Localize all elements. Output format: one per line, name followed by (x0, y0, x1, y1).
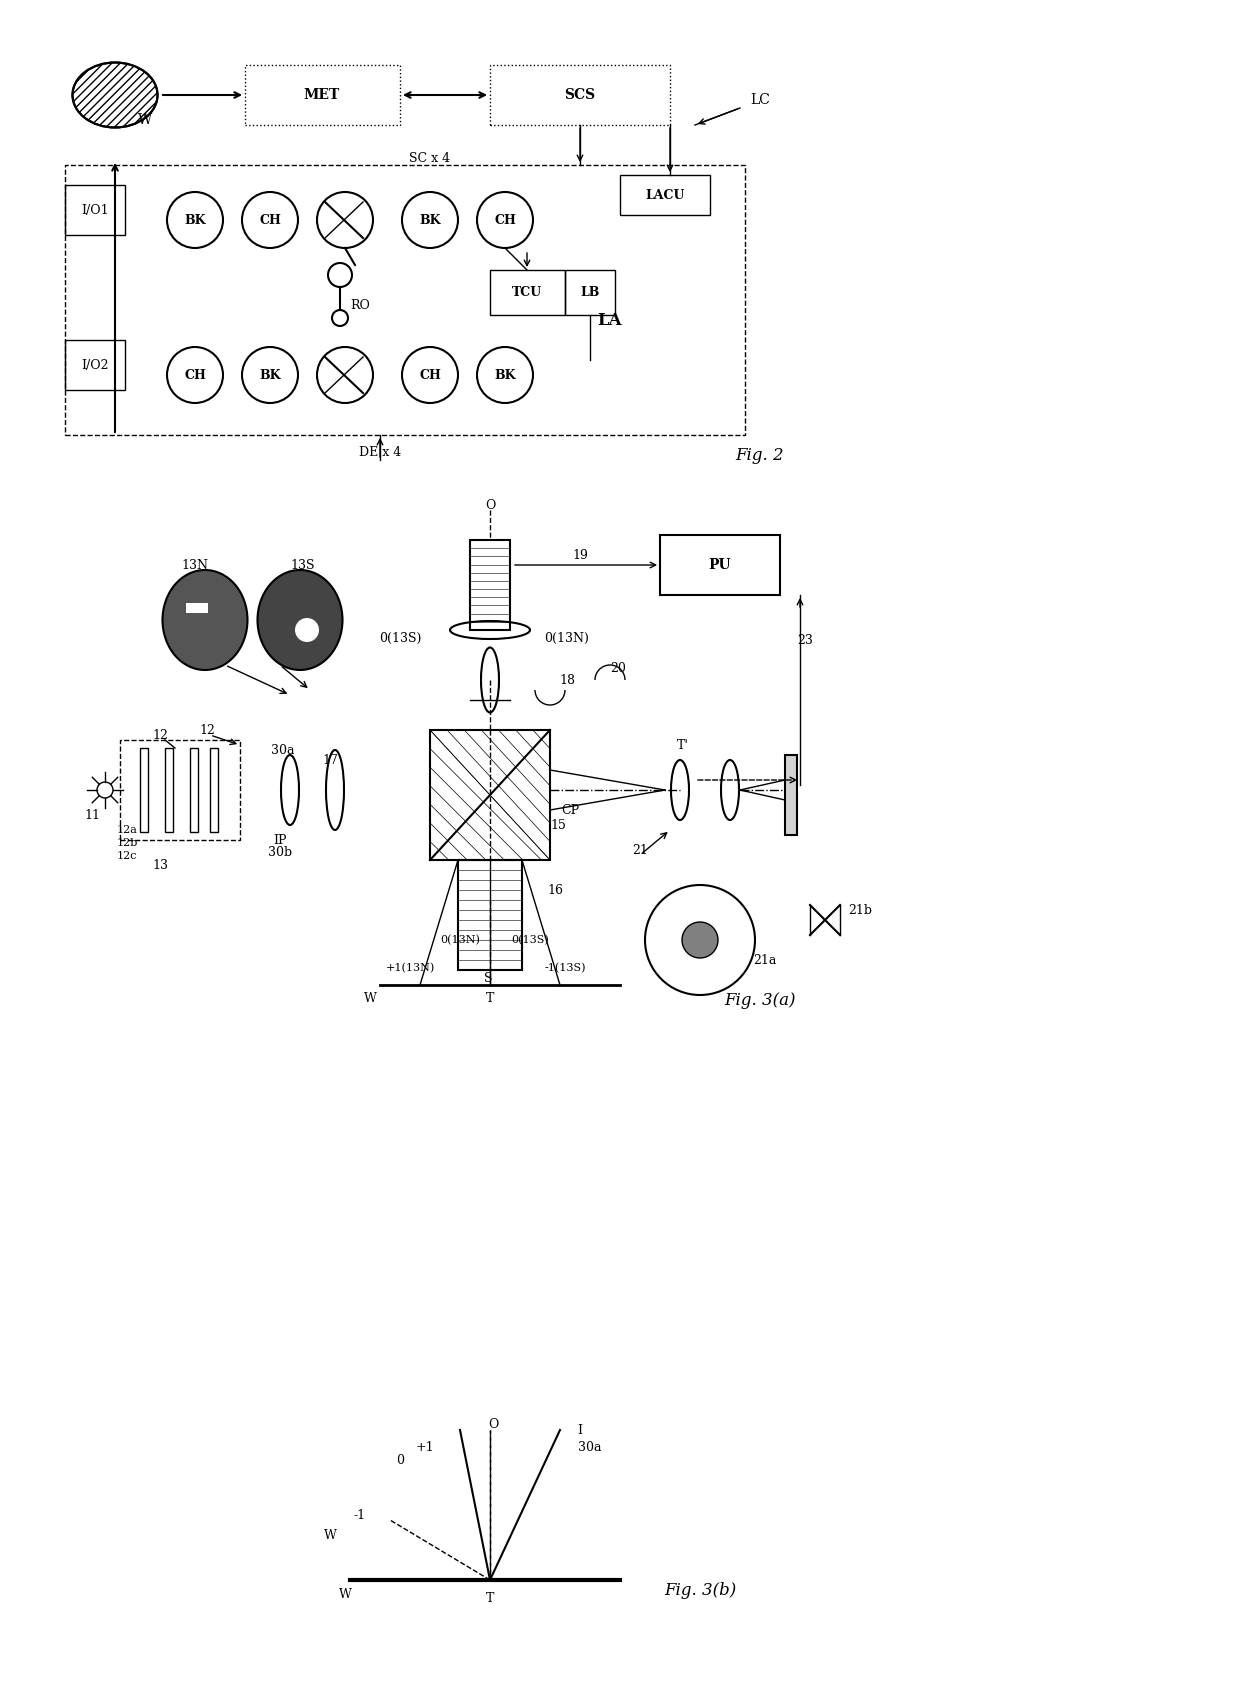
Text: O: O (485, 499, 495, 511)
Bar (186, 602, 208, 613)
Text: 12b: 12b (117, 838, 138, 848)
Text: Fig. 3(b): Fig. 3(b) (663, 1582, 737, 1599)
Text: 30b: 30b (268, 846, 293, 858)
Text: Fig. 2: Fig. 2 (735, 447, 785, 464)
Text: 30a: 30a (578, 1440, 601, 1453)
Text: Fig. 3(a): Fig. 3(a) (724, 992, 796, 1008)
Text: 13S: 13S (290, 558, 315, 572)
Text: 13: 13 (153, 858, 167, 871)
Bar (190, 748, 198, 832)
Bar (565, 271, 615, 315)
Circle shape (295, 618, 319, 641)
Text: 30a: 30a (272, 743, 295, 756)
Text: I/O2: I/O2 (82, 359, 109, 372)
Text: TCU: TCU (512, 286, 542, 298)
Bar (246, 64, 401, 125)
Text: RO: RO (350, 298, 370, 311)
Text: W: W (138, 113, 153, 127)
Text: S: S (484, 971, 492, 985)
Text: 23: 23 (797, 633, 813, 646)
Text: MET: MET (304, 88, 340, 102)
Text: PU: PU (709, 558, 732, 572)
Text: 0(13N): 0(13N) (440, 936, 480, 946)
Text: 15: 15 (551, 819, 565, 831)
Text: 20: 20 (610, 662, 626, 675)
Text: BK: BK (419, 213, 440, 227)
Bar (140, 748, 148, 832)
Text: -1: -1 (353, 1509, 366, 1521)
Bar (120, 739, 241, 839)
Text: CP: CP (560, 804, 579, 817)
Bar (660, 535, 780, 596)
Text: +1(13N): +1(13N) (386, 963, 435, 973)
Bar (165, 748, 174, 832)
Text: W: W (339, 1587, 351, 1601)
Text: 0(13S): 0(13S) (511, 936, 549, 946)
Text: W: W (324, 1528, 336, 1541)
Text: 19: 19 (572, 548, 588, 562)
Bar (458, 860, 522, 970)
Text: 0(13N): 0(13N) (544, 631, 589, 645)
Text: 13N: 13N (181, 558, 208, 572)
Bar (490, 64, 670, 125)
Text: T': T' (677, 738, 689, 751)
Text: 0(13S): 0(13S) (378, 631, 422, 645)
Bar (64, 340, 125, 389)
Ellipse shape (258, 570, 342, 670)
Text: 21a: 21a (754, 954, 776, 966)
Bar (620, 174, 711, 215)
Text: CH: CH (419, 369, 441, 381)
Text: -1(13S): -1(13S) (544, 963, 585, 973)
Bar (785, 755, 797, 834)
Bar (210, 748, 218, 832)
Text: BK: BK (495, 369, 516, 381)
Text: LC: LC (750, 93, 770, 107)
Text: I: I (578, 1423, 583, 1437)
Text: 12: 12 (200, 724, 215, 736)
Text: SCS: SCS (564, 88, 595, 102)
Bar (470, 540, 510, 629)
Text: LA: LA (598, 311, 622, 328)
Text: BK: BK (259, 369, 280, 381)
Text: CH: CH (494, 213, 516, 227)
Text: T: T (486, 992, 495, 1005)
Text: 21b: 21b (848, 904, 872, 917)
Text: O: O (487, 1418, 498, 1431)
Text: 12: 12 (153, 729, 167, 741)
Text: 11: 11 (84, 809, 100, 822)
Text: 12a: 12a (117, 826, 138, 834)
Text: 17: 17 (322, 753, 339, 766)
Bar (64, 184, 125, 235)
Text: 16: 16 (547, 883, 563, 897)
Ellipse shape (72, 63, 157, 127)
Text: W: W (363, 992, 377, 1005)
Text: BK: BK (185, 213, 206, 227)
Text: IP: IP (273, 834, 286, 846)
Text: CH: CH (259, 213, 281, 227)
Text: 12c: 12c (117, 851, 138, 861)
Text: I/O1: I/O1 (81, 203, 109, 217)
Text: LB: LB (580, 286, 600, 298)
Text: 0: 0 (396, 1453, 404, 1467)
Text: SC x 4: SC x 4 (409, 152, 450, 164)
Text: CH: CH (184, 369, 206, 381)
Bar (490, 271, 565, 315)
Bar (430, 729, 551, 860)
Text: +1: +1 (415, 1440, 434, 1453)
Ellipse shape (162, 570, 248, 670)
Text: 18: 18 (559, 673, 575, 687)
Text: 21: 21 (632, 844, 649, 856)
Text: LACU: LACU (645, 188, 684, 201)
Text: T: T (486, 1592, 495, 1604)
Circle shape (682, 922, 718, 958)
Bar (64, 166, 745, 435)
Text: DE x 4: DE x 4 (358, 445, 401, 459)
